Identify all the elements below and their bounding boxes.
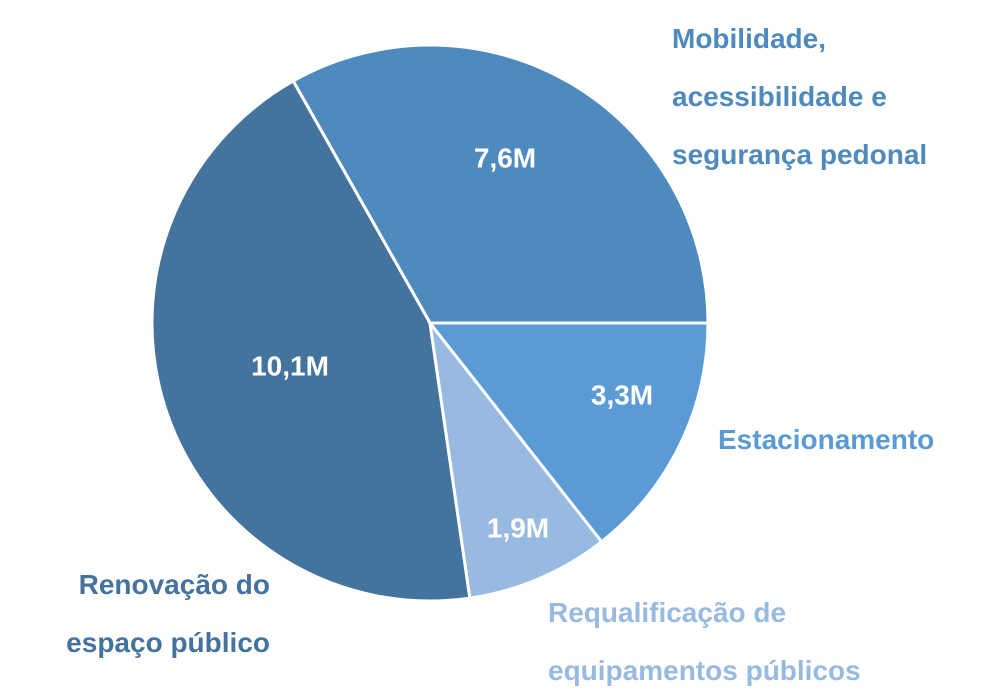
value-label: 7,6M bbox=[474, 142, 536, 173]
category-label: Requalificação de equipamentos públicos bbox=[548, 597, 861, 686]
value-label: 3,3M bbox=[591, 379, 653, 410]
category-label: Mobilidade, acessibilidade e segurança p… bbox=[672, 23, 928, 170]
pie-slice bbox=[426, 321, 710, 544]
pie-slice bbox=[291, 43, 710, 325]
pie-slice bbox=[427, 317, 604, 600]
pie-slice bbox=[150, 78, 472, 603]
value-label: 10,1M bbox=[251, 350, 329, 381]
value-label: 1,9M bbox=[487, 512, 549, 543]
category-label: Renovação do espaço público bbox=[66, 569, 270, 658]
category-label: Estacionamento bbox=[718, 424, 935, 455]
